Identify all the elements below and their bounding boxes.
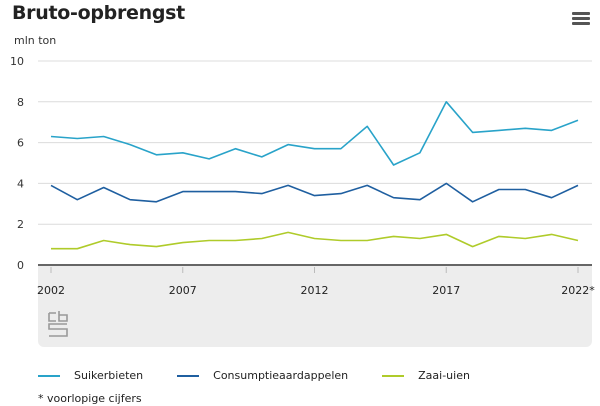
x-tick-label: 2012 bbox=[301, 284, 329, 297]
x-tick-label: 2007 bbox=[169, 284, 197, 297]
legend-label: Suikerbieten bbox=[74, 369, 144, 382]
legend-label: Consumptieaardappelen bbox=[213, 369, 349, 382]
footnote: * voorlopige cijfers bbox=[38, 392, 142, 405]
series-line-zaai-uien[interactable] bbox=[51, 231, 579, 250]
y-tick-label: 10 bbox=[10, 55, 24, 68]
y-tick-label: 6 bbox=[17, 137, 24, 150]
legend-item-suikerbieten[interactable]: Suikerbieten bbox=[38, 369, 143, 382]
legend-label: Zaai-uien bbox=[418, 369, 470, 382]
hamburger-menu-icon[interactable] bbox=[572, 12, 590, 28]
y-axis-unit-label: mln ton bbox=[14, 34, 57, 47]
series-line-suikerbieten[interactable] bbox=[50, 101, 579, 166]
legend-item-consumptieaardappelen[interactable]: Consumptieaardappelen bbox=[177, 369, 348, 382]
y-tick-label: 8 bbox=[17, 96, 24, 109]
legend-swatch bbox=[38, 374, 60, 377]
legend-swatch bbox=[177, 374, 200, 377]
legend-swatch bbox=[382, 374, 405, 377]
x-axis-band bbox=[38, 265, 592, 347]
x-tick-label: 2002 bbox=[37, 284, 65, 297]
cbs-logo-icon bbox=[48, 311, 68, 337]
x-tick-label: 2017 bbox=[432, 284, 460, 297]
y-tick-label: 2 bbox=[17, 218, 24, 231]
chart-legend: Suikerbieten Consumptieaardappelen Zaai-… bbox=[38, 369, 504, 382]
y-tick-label: 0 bbox=[17, 259, 24, 272]
y-tick-label: 4 bbox=[17, 177, 24, 190]
x-tick-label: 2022* bbox=[561, 284, 595, 297]
legend-item-zaai-uien[interactable]: Zaai-uien bbox=[382, 369, 470, 382]
chart-title: Bruto-opbrengst bbox=[12, 2, 185, 24]
series-line-consumptieaardappelen[interactable] bbox=[50, 182, 579, 203]
